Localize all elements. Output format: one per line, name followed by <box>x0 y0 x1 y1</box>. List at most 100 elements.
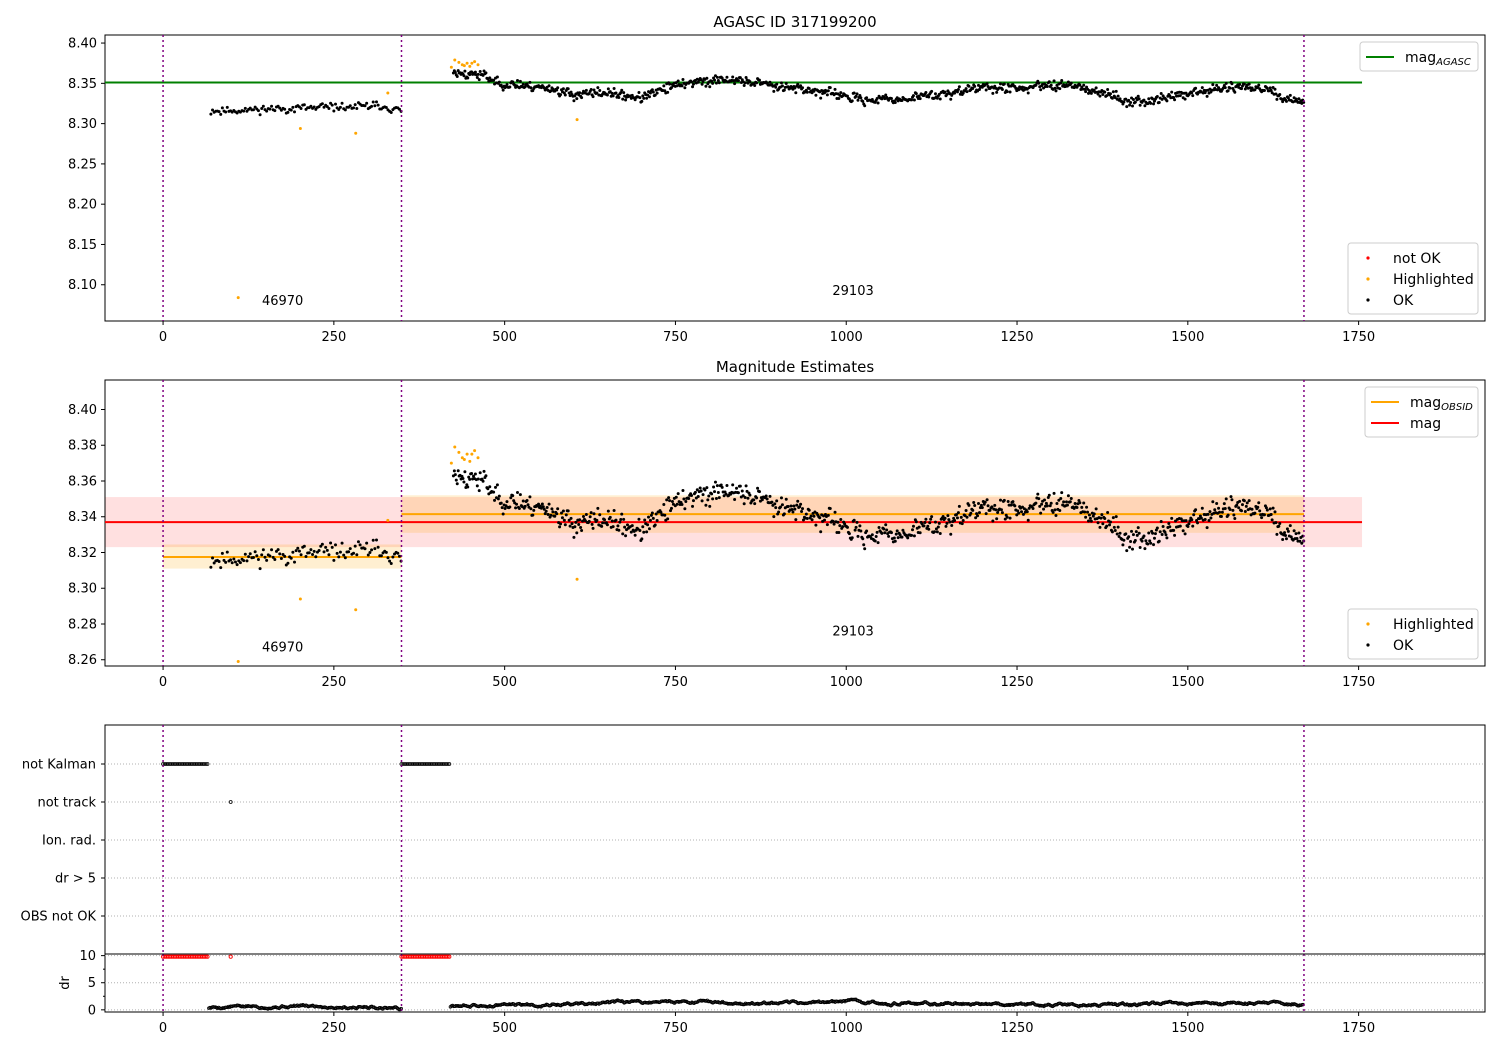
data-point <box>1265 508 1269 512</box>
data-point <box>1206 512 1210 516</box>
data-point <box>537 502 541 506</box>
data-point <box>782 512 786 516</box>
data-point <box>947 518 951 522</box>
data-point <box>622 517 626 521</box>
data-point <box>1233 517 1237 521</box>
data-point <box>575 531 579 535</box>
data-point <box>1147 531 1151 535</box>
data-point <box>1159 519 1163 523</box>
data-point <box>543 512 547 516</box>
data-point <box>863 547 867 551</box>
data-point <box>476 72 480 76</box>
data-point <box>825 93 829 97</box>
data-point <box>1040 502 1044 506</box>
data-point <box>523 504 527 508</box>
flag-marker <box>188 762 193 766</box>
data-point <box>731 483 735 487</box>
data-point <box>509 496 513 500</box>
data-point <box>229 558 233 562</box>
data-point <box>478 70 482 74</box>
data-point <box>386 556 390 560</box>
data-point <box>512 499 516 503</box>
data-point <box>837 530 841 534</box>
data-point <box>738 76 742 80</box>
data-point <box>955 513 959 517</box>
data-point <box>1008 90 1012 94</box>
data-point <box>544 509 548 513</box>
category-label: dr > 5 <box>55 872 96 887</box>
data-point <box>1089 519 1093 523</box>
data-point <box>232 557 236 561</box>
data-point <box>880 97 884 101</box>
data-point <box>1062 500 1066 504</box>
data-point <box>935 530 939 534</box>
data-point <box>995 517 999 521</box>
data-point <box>752 498 756 502</box>
data-point <box>705 486 709 490</box>
data-point <box>836 520 840 524</box>
data-point <box>614 518 618 522</box>
data-point <box>1000 511 1004 515</box>
data-point <box>998 498 1002 502</box>
data-point <box>617 528 621 532</box>
data-point <box>1125 105 1129 109</box>
data-point <box>224 560 228 564</box>
data-point <box>995 90 999 94</box>
data-point <box>977 88 981 92</box>
data-point <box>515 502 519 506</box>
data-point <box>642 96 646 100</box>
data-point <box>1129 539 1133 543</box>
data-point <box>977 511 981 515</box>
data-point <box>542 507 546 511</box>
data-point <box>1209 516 1213 520</box>
data-point <box>1125 549 1129 553</box>
data-point <box>1060 79 1064 83</box>
legend-box <box>1359 41 1479 72</box>
panel-title: AGASC ID 317199200 <box>713 13 876 31</box>
data-point <box>875 530 879 534</box>
data-point <box>1127 535 1131 539</box>
x-tick-label: 750 <box>663 675 688 690</box>
data-point <box>1152 102 1156 106</box>
data-point <box>302 544 306 548</box>
data-point <box>1065 503 1069 507</box>
data-point <box>1226 89 1230 93</box>
data-point <box>755 81 759 85</box>
data-point <box>1199 516 1203 520</box>
data-point <box>826 513 830 517</box>
data-point <box>965 515 969 519</box>
data-point <box>983 500 987 504</box>
data-point <box>1092 88 1096 92</box>
data-point <box>1294 532 1298 536</box>
data-point <box>265 558 269 562</box>
data-point <box>465 483 469 487</box>
flag-marker <box>408 762 412 766</box>
data-point <box>1037 81 1041 85</box>
flag-marker <box>186 762 191 766</box>
data-point <box>256 558 260 562</box>
data-point <box>704 84 708 88</box>
data-point <box>1275 97 1279 101</box>
data-point <box>252 108 256 112</box>
data-point <box>449 461 453 465</box>
data-point <box>612 508 616 512</box>
data-point <box>819 96 823 100</box>
data-point <box>1245 501 1249 505</box>
data-point <box>1226 513 1230 517</box>
data-point <box>1006 500 1010 504</box>
data-point <box>462 64 466 68</box>
data-point <box>620 512 624 516</box>
data-point <box>1229 495 1233 499</box>
data-point <box>1094 507 1098 511</box>
data-point <box>376 545 380 549</box>
data-point <box>1008 516 1012 520</box>
data-point <box>1288 93 1292 97</box>
category-label: OBS not OK <box>21 910 97 925</box>
data-point <box>893 100 897 104</box>
data-point <box>957 504 961 508</box>
obsid-label: 29103 <box>832 284 873 299</box>
flag-marker <box>432 762 436 766</box>
flag-marker <box>403 762 407 766</box>
y-tick-label: 8.38 <box>68 439 97 454</box>
